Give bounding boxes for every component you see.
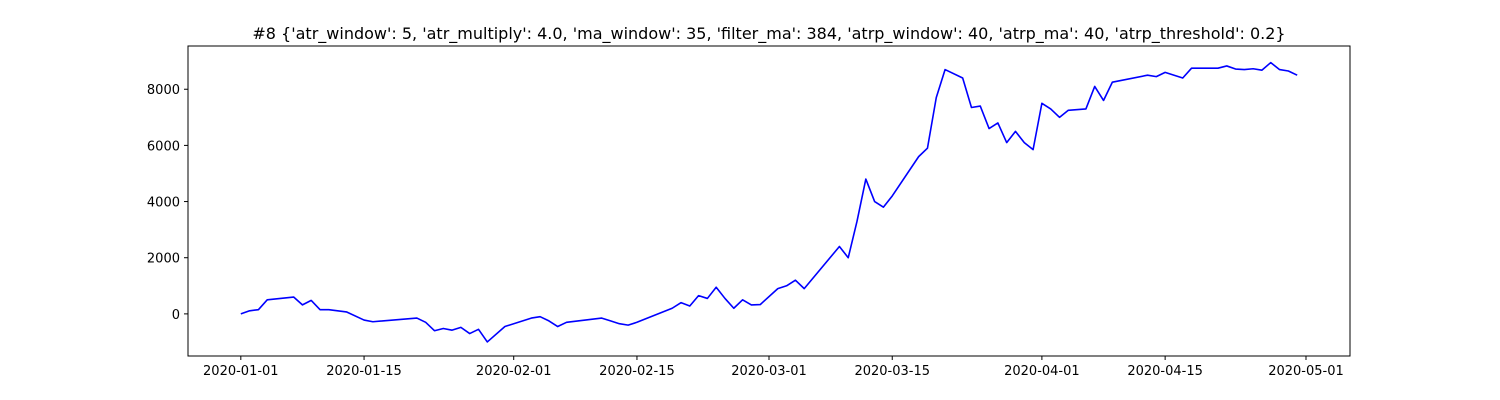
y-tick-label: 6000 bbox=[147, 139, 180, 154]
series-line bbox=[240, 61, 1298, 343]
x-tick-label: 2020-03-01 bbox=[731, 364, 807, 379]
x-tick-label: 2020-02-15 bbox=[599, 364, 675, 379]
y-tick-label: 2000 bbox=[147, 252, 180, 267]
chart-title: #8 {'atr_window': 5, 'atr_multiply': 4.0… bbox=[252, 24, 1285, 44]
x-tick-label: 2020-04-15 bbox=[1127, 364, 1203, 379]
x-tick-label: 2020-04-01 bbox=[1004, 364, 1080, 379]
x-tick-label: 2020-01-15 bbox=[326, 364, 402, 379]
plot-area bbox=[240, 61, 1298, 343]
x-tick-label: 2020-05-01 bbox=[1268, 364, 1344, 379]
x-tick-label: 2020-03-15 bbox=[854, 364, 930, 379]
y-tick-label: 4000 bbox=[147, 196, 180, 211]
y-tick-label: 8000 bbox=[147, 83, 180, 98]
y-tick-label: 0 bbox=[172, 308, 180, 323]
x-tick-label: 2020-02-01 bbox=[476, 364, 552, 379]
x-tick-label: 2020-01-01 bbox=[203, 364, 279, 379]
